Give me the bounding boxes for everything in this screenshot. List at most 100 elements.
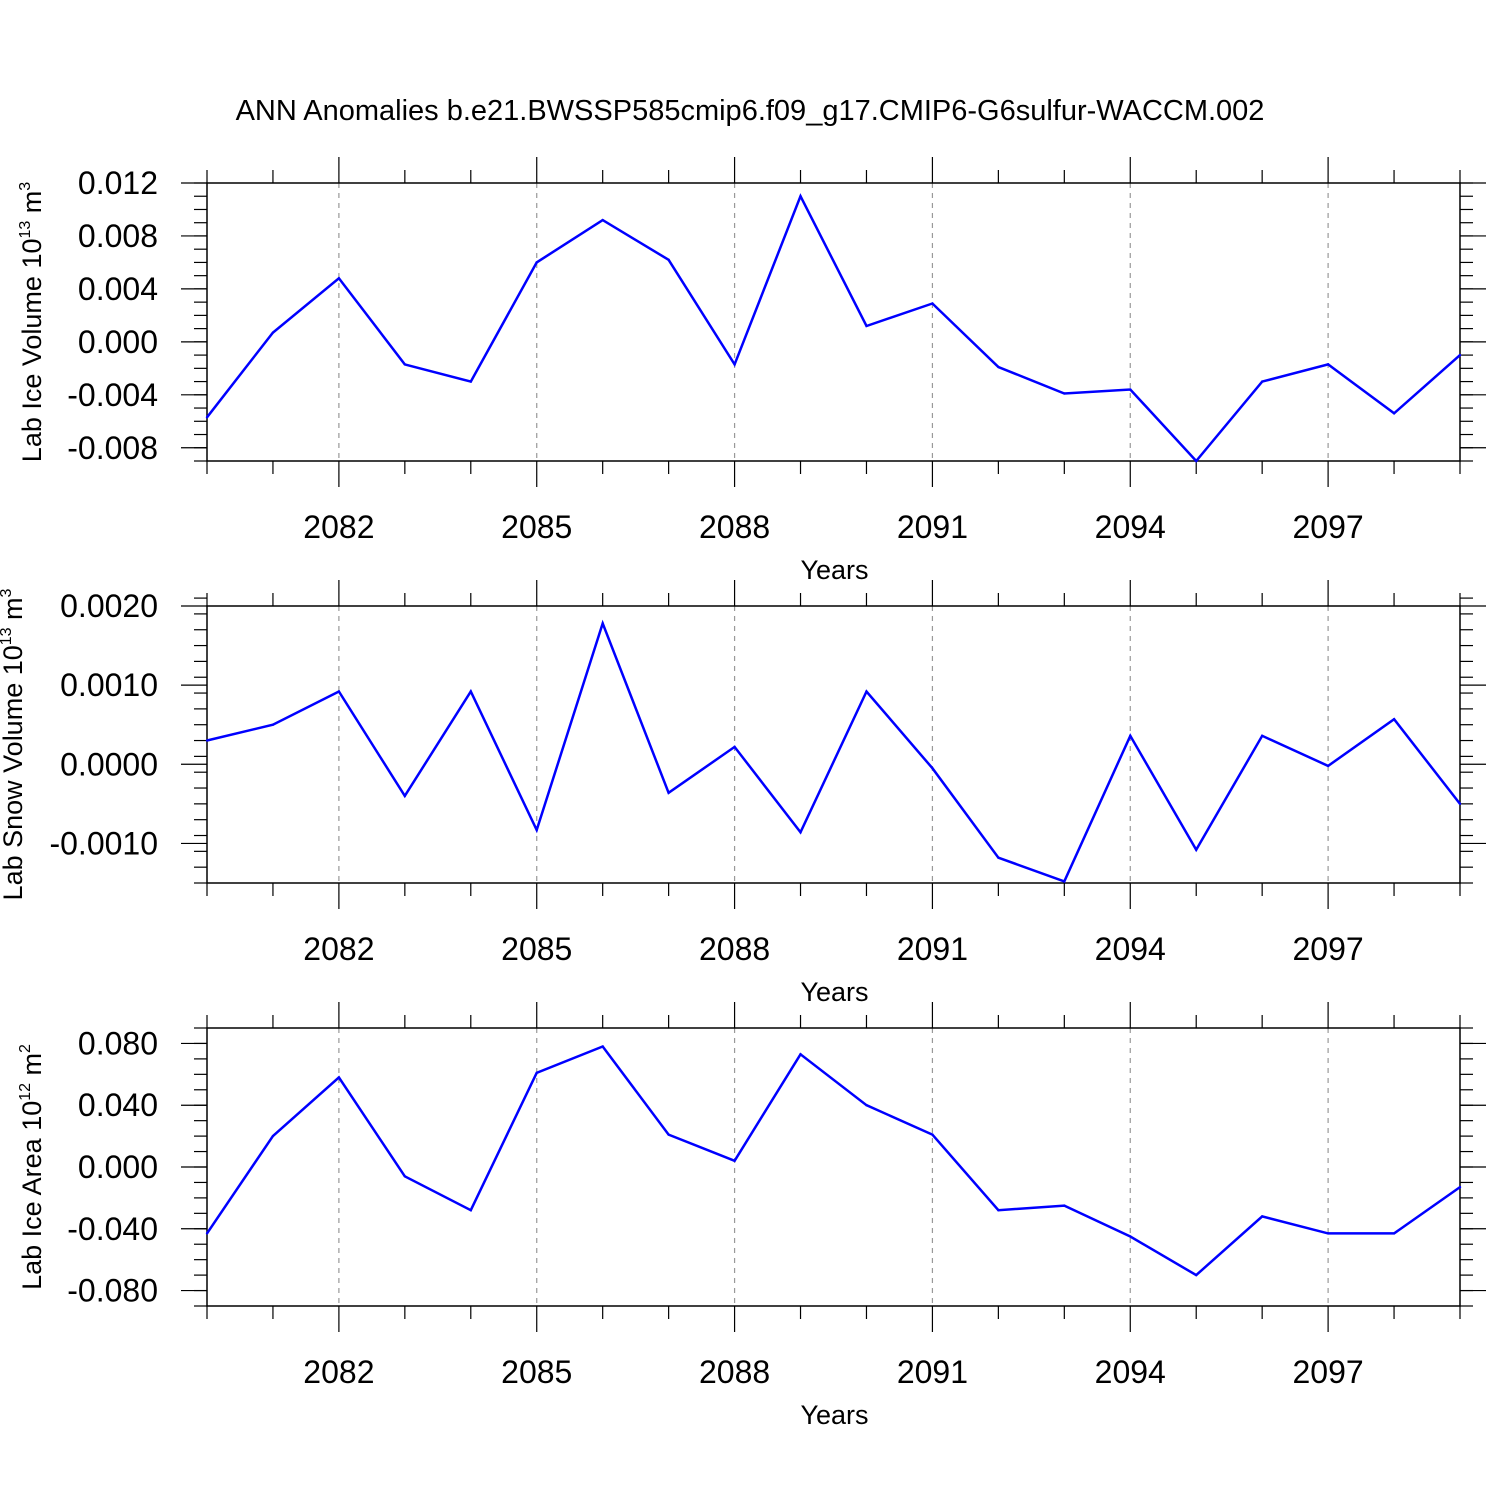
series-line [206, 619, 1461, 883]
x-tick-label: 2094 [1095, 1354, 1166, 1390]
data-point [1326, 764, 1330, 768]
data-point [271, 331, 275, 334]
data-point [403, 794, 407, 798]
data-point [205, 416, 209, 419]
data-point [1326, 1232, 1330, 1235]
y-tick-label: 0.000 [78, 1149, 158, 1185]
x-tick-label: 2082 [303, 931, 374, 967]
y-axis-label-ylabel-unit-exp: 3 [17, 182, 34, 191]
y-tick-label: 0.080 [78, 1025, 158, 1061]
x-tick-label: 2094 [1095, 931, 1166, 967]
x-tick-label: 2094 [1095, 509, 1166, 545]
data-point [997, 856, 1000, 859]
data-point [403, 1175, 407, 1178]
data-point [667, 1133, 670, 1136]
y-axis-label-ylabel-exp: 13 [17, 221, 34, 239]
y-axis-label-ylabel-main: Lab Ice Area 10 [17, 1101, 47, 1290]
x-tick-label: 2085 [501, 931, 572, 967]
data-point [1260, 380, 1264, 383]
y-axis-label-ylabel-unit: m [17, 1053, 47, 1083]
data-point [997, 365, 1000, 369]
data-point [733, 363, 736, 366]
series-line [205, 1044, 1461, 1277]
data-point [1063, 880, 1066, 883]
x-tick-label: 2097 [1293, 1354, 1364, 1390]
data-point [205, 1232, 209, 1235]
data-point [403, 363, 407, 366]
x-tick-label: 2091 [897, 509, 968, 545]
plot-frame [206, 1027, 1461, 1307]
data-point [205, 739, 209, 742]
series-line [206, 193, 1461, 463]
y-tick-label: 0.012 [78, 165, 158, 201]
data-point [601, 1045, 604, 1048]
y-tick-label: 0.040 [78, 1087, 158, 1123]
x-tick-label: 2088 [699, 509, 770, 545]
y-axis-label: Lab Ice Area 1012 m2 [17, 1044, 47, 1290]
y-tick-label: 0.0020 [60, 588, 158, 624]
data-point [799, 1053, 802, 1056]
y-axis-label-ylabel-unit-exp: 2 [17, 1044, 34, 1053]
data-point [1260, 734, 1264, 737]
y-axis-label-ylabel-exp: 12 [17, 1083, 34, 1101]
data-point [1392, 717, 1396, 721]
data-point [1326, 363, 1330, 366]
data-point [865, 324, 868, 328]
data-point [1458, 802, 1462, 806]
data-point [1195, 1273, 1198, 1277]
chart-title: ANN Anomalies b.e21.BWSSP585cmip6.f09_g1… [236, 95, 1265, 127]
plot-frame [206, 605, 1461, 884]
data-point [733, 1159, 736, 1163]
data-point [1063, 1204, 1066, 1207]
data-point [1458, 353, 1462, 357]
x-axis-label: Years [800, 977, 868, 1007]
y-tick-label: -0.0010 [49, 825, 158, 861]
data-point [1129, 1235, 1132, 1238]
y-tick-label: -0.080 [67, 1273, 158, 1309]
data-point [865, 690, 868, 693]
x-tick-label: 2088 [699, 1354, 770, 1390]
data-point [337, 1076, 341, 1079]
data-point [799, 195, 802, 198]
x-tick-label: 2085 [501, 1354, 572, 1390]
data-point [535, 261, 538, 264]
data-point [535, 1071, 538, 1074]
data-point [1195, 848, 1198, 851]
x-tick-label: 2082 [303, 509, 374, 545]
x-tick-label: 2082 [303, 1354, 374, 1390]
plot-frame [206, 182, 1461, 462]
x-tick-label: 2097 [1293, 509, 1364, 545]
data-point [271, 723, 275, 726]
panel-2: 2082 2085 2088 2091 2094 2097 0.0020 0.0010 0.00… [0, 580, 1486, 1007]
y-axis-label-ylabel-unit: m [0, 597, 28, 627]
data-point [469, 380, 472, 383]
data-point [931, 767, 934, 770]
data-point [469, 1209, 472, 1212]
y-tick-label: 0.0000 [60, 746, 158, 782]
data-point [469, 690, 472, 693]
x-axis-label: Years [800, 555, 868, 585]
y-tick-label: 0.0010 [60, 667, 158, 703]
x-tick-label: 2091 [897, 1354, 968, 1390]
data-point [865, 1104, 868, 1107]
data-point [601, 218, 604, 222]
y-tick-label: -0.004 [67, 377, 158, 413]
data-point [931, 302, 934, 305]
data-point [733, 745, 736, 749]
data-point [1392, 412, 1396, 415]
data-point [1458, 1185, 1462, 1189]
data-point [997, 1209, 1000, 1212]
y-tick-label: 0.008 [78, 218, 158, 254]
data-point [667, 791, 670, 794]
data-point [667, 258, 670, 261]
x-tick-label: 2088 [699, 931, 770, 967]
data-point [535, 828, 538, 832]
y-tick-label: 0.004 [78, 271, 158, 307]
x-tick-label: 2085 [501, 509, 572, 545]
data-point [931, 1133, 934, 1136]
panel-3: 2082 2085 2088 2091 2094 2097 0.080 0.040 0.000 -… [17, 1002, 1486, 1430]
data-point [337, 277, 341, 280]
y-axis-label-ylabel-unit-exp: 3 [0, 588, 15, 597]
y-tick-label: 0.000 [78, 324, 158, 360]
